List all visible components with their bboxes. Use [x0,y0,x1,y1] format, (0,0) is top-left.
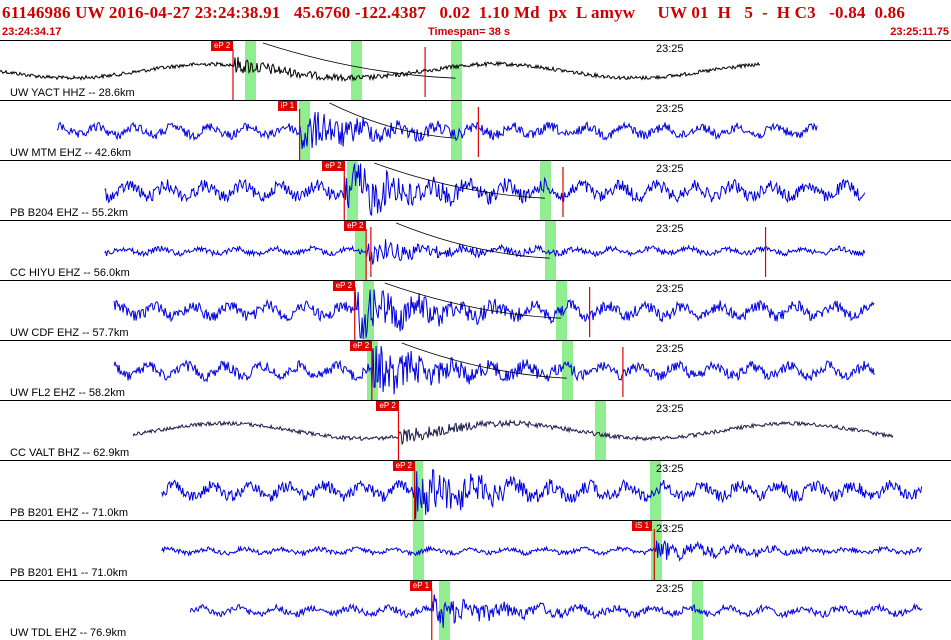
time-tick-label: 23:25 [656,43,684,55]
event-summary: 61146986 UW 2016-04-27 23:24:38.91 45.67… [2,3,906,22]
travel-time-curve [384,282,562,319]
trace-plot [113,281,875,340]
timespan: Timespan= 38 s [428,26,511,38]
phase-window [451,101,462,160]
waveform [104,163,866,217]
time-tick-label: 23:25 [656,463,684,475]
waveform [113,287,875,340]
time-tick-label: 23:25 [656,283,684,295]
phase-window [595,401,606,460]
channel-label: CC HIYU EHZ -- 56.0km [10,267,130,279]
channel-label: UW TDL EHZ -- 76.9km [10,627,127,639]
waveform [132,419,894,445]
trace-panel[interactable]: 23:25 eP 2 UW CDF EHZ -- 57.7km [0,280,951,340]
trace-panel[interactable]: 23:25 eP 2 PB B204 EHZ -- 55.2km [0,160,951,220]
event-header: 61146986 UW 2016-04-27 23:24:38.91 45.67… [0,0,951,40]
phase-window [540,161,551,220]
trace-plot [113,341,875,400]
time-tick-label: 23:25 [656,103,684,115]
channel-label: UW MTM EHZ -- 42.6km [10,147,131,159]
channel-label: UW FL2 EHZ -- 58.2km [10,387,125,399]
waveform [161,468,923,520]
channel-label: UW CDF EHZ -- 57.7km [10,327,129,339]
travel-time-curve [395,222,550,259]
trace-plot [161,521,923,580]
phase-pick-flag[interactable]: iP 1 [277,101,298,111]
time-tick-label: 23:25 [656,583,684,595]
travel-time-curve [262,42,456,79]
time-tick-label: 23:25 [656,163,684,175]
trace-panel[interactable]: 23:25 iS 1 PB B201 EH1 -- 71.0km [0,520,951,580]
waveform [56,111,818,150]
trace-panel[interactable]: 23:25 eP 2 CC VALT BHZ -- 62.9km [0,400,951,460]
phase-window [299,101,310,160]
trace-plot [161,461,923,520]
trace-plot [56,101,818,160]
phase-window [355,221,366,280]
trace-plot [104,221,866,280]
time-tick-label: 23:25 [656,523,684,535]
waveform [189,594,923,628]
phase-window [351,41,362,100]
phase-window [651,521,662,580]
travel-time-curve [401,342,567,379]
trace-plot [132,401,894,460]
phase-window [545,221,556,280]
trace-plot [104,161,866,220]
phase-pick-flag[interactable]: eP 2 [322,161,345,171]
trace-panel[interactable]: 23:25 iP 1 UW MTM EHZ -- 42.6km [0,100,951,160]
channel-label: CC VALT BHZ -- 62.9km [10,447,130,459]
channel-label: PB B201 EH1 -- 71.0km [10,567,128,579]
waveform [0,56,761,83]
trace-panel[interactable]: 23:25 eP 2 CC HIYU EHZ -- 56.0km [0,220,951,280]
waveform [113,345,875,395]
channel-label: PB B204 EHZ -- 55.2km [10,207,128,219]
phase-pick-flag[interactable]: eP 2 [349,341,373,351]
end-time: 23:25:11.75 [890,26,949,38]
phase-pick-flag[interactable]: eP 2 [344,221,367,231]
start-time: 23:24:34.17 [2,26,62,38]
trace-panel[interactable]: 23:25 eP 2 UW YACT HHZ -- 28.6km [0,40,951,100]
phase-window [347,161,358,220]
phase-window [451,41,462,100]
phase-pick-flag[interactable]: eP 2 [392,461,415,471]
phase-pick-flag[interactable]: eP 2 [376,401,399,411]
travel-time-curve [374,162,545,199]
trace-plot [0,41,761,100]
waveform [161,540,923,562]
travel-time-curve [329,102,456,139]
waveform [104,239,866,265]
phase-pick-flag[interactable]: eP 1 [409,581,433,591]
time-tick-label: 23:25 [656,343,684,355]
phase-pick-flag[interactable]: eP 2 [332,281,356,291]
trace-panel[interactable]: 23:25 eP 2 UW FL2 EHZ -- 58.2km [0,340,951,400]
time-tick-label: 23:25 [656,223,684,235]
trace-plot [189,581,923,640]
phase-window [562,341,573,400]
trace-panel[interactable]: 23:25 eP 1 UW TDL EHZ -- 76.9km [0,580,951,640]
trace-panel[interactable]: 23:25 eP 2 PB B201 EHZ -- 71.0km [0,460,951,520]
channel-label: UW YACT HHZ -- 28.6km [10,87,135,99]
phase-window [439,581,450,640]
phase-pick-flag[interactable]: eP 2 [210,41,234,51]
channel-label: PB B201 EHZ -- 71.0km [10,507,128,519]
phase-pick-flag[interactable]: iS 1 [632,521,653,531]
time-tick-label: 23:25 [656,403,684,415]
